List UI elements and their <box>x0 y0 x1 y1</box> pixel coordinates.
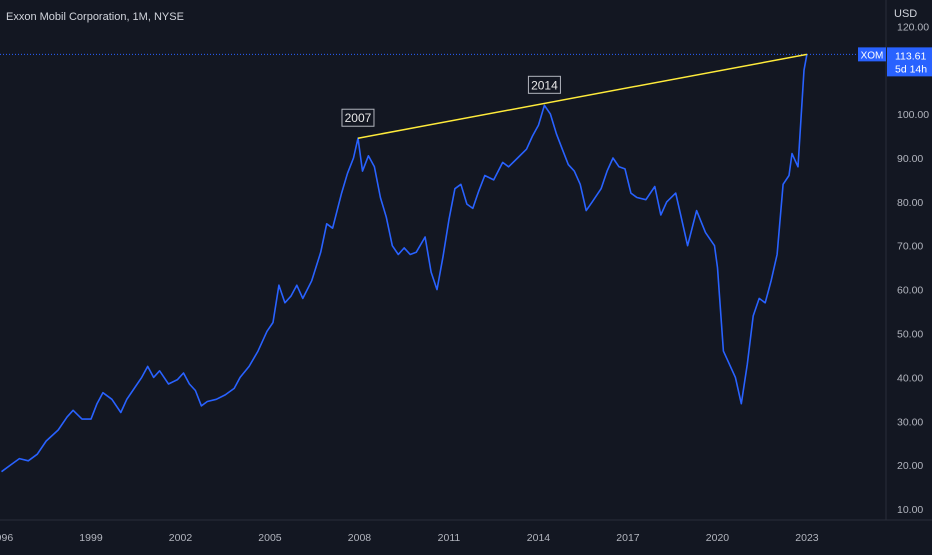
x-tick-label-2023: 2023 <box>795 532 819 544</box>
annotation-box <box>527 75 561 94</box>
y-tick-label-30: 30.00 <box>897 416 923 428</box>
ticker-tag-label: XOM <box>861 50 884 61</box>
annotation-label: 2014 <box>531 78 558 92</box>
currency-label: USD <box>894 8 917 20</box>
trendline[interactable] <box>357 53 808 139</box>
x-tick-label-2017: 2017 <box>616 532 640 544</box>
last-price-tag: 113.61 5d 14h <box>887 47 932 77</box>
last-price-value: 113.61 <box>895 50 926 62</box>
y-tick-label-80: 80.00 <box>897 197 923 209</box>
y-tick-label-90: 90.00 <box>897 153 923 165</box>
y-tick-label-50: 50.00 <box>897 329 923 341</box>
annotations: 2007 2014 <box>341 75 561 127</box>
x-tick-label-2014: 2014 <box>527 532 551 544</box>
y-tick-label-20: 20.00 <box>897 460 923 472</box>
x-axis-ticks: 1996 1999 2002 2005 2008 2011 2014 2017 2020 2023 <box>0 532 819 544</box>
y-tick-label-120: 120.00 <box>897 21 929 33</box>
annotation-2007[interactable]: 2007 <box>341 108 375 127</box>
x-tick-label-2020: 2020 <box>706 532 730 544</box>
bar-countdown: 5d 14h <box>895 63 927 75</box>
x-tick-label-1996: 1996 <box>0 532 13 544</box>
annotation-label: 2007 <box>345 111 372 125</box>
y-tick-label-70: 70.00 <box>897 241 923 253</box>
price-series-line <box>1 54 808 473</box>
x-tick-label-2011: 2011 <box>438 532 461 544</box>
y-axis-ticks: 10.00 20.00 30.00 40.00 50.00 60.00 70.00 80.00… <box>897 21 929 516</box>
annotation-box <box>341 108 375 127</box>
chart-title: Exxon Mobil Corporation, 1M, NYSE <box>6 11 184 23</box>
y-tick-label-10: 10.00 <box>897 504 923 516</box>
x-tick-label-2005: 2005 <box>258 532 282 544</box>
x-tick-label-1999: 1999 <box>79 532 103 544</box>
annotation-2014[interactable]: 2014 <box>527 75 561 94</box>
y-tick-label-100: 100.00 <box>897 109 929 121</box>
y-tick-label-60: 60.00 <box>897 285 923 297</box>
y-tick-label-40: 40.00 <box>897 372 923 384</box>
x-tick-label-2008: 2008 <box>348 532 372 544</box>
x-tick-label-2002: 2002 <box>169 532 193 544</box>
ticker-tag: XOM <box>858 47 886 62</box>
